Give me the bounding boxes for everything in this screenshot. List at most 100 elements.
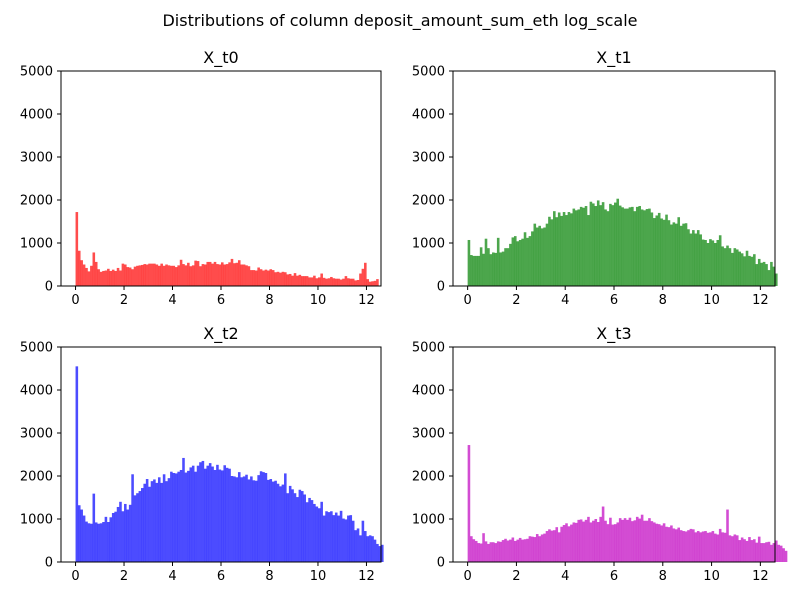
histogram-bar	[99, 271, 103, 286]
histogram-bar	[332, 515, 336, 562]
histogram-bar	[557, 212, 561, 286]
x-tick-label: 10	[703, 569, 720, 584]
histogram-bar	[594, 519, 598, 562]
histogram-bars	[75, 212, 379, 286]
histogram-bar	[731, 252, 734, 286]
histogram-bar	[366, 536, 370, 562]
histogram-bar	[274, 272, 277, 286]
histogram-bar	[240, 477, 243, 562]
histogram-bar	[660, 525, 663, 562]
histogram-bar	[191, 465, 195, 562]
histogram-bar	[760, 262, 763, 286]
histogram-bar	[368, 281, 372, 286]
histogram-bar	[235, 477, 239, 562]
histogram-bar	[614, 524, 617, 562]
histogram-bar	[531, 231, 534, 286]
histogram-bar	[631, 206, 634, 286]
histogram-bar	[148, 263, 151, 286]
histogram-bar	[479, 543, 483, 562]
histogram-bar	[474, 540, 478, 562]
histogram-bar	[728, 248, 732, 286]
histogram-bar	[237, 260, 241, 286]
histogram-bar	[259, 471, 263, 562]
histogram-bar	[303, 494, 306, 562]
histogram-bar	[308, 497, 311, 562]
histogram-bar	[484, 541, 488, 562]
histogram-bar	[645, 209, 649, 286]
histogram-bar	[157, 477, 161, 562]
y-tick-label: 0	[437, 556, 445, 571]
histogram-bar	[604, 520, 607, 562]
histogram-bar	[252, 270, 256, 286]
histogram-bar	[640, 514, 644, 562]
histogram-bar	[145, 264, 149, 286]
histogram-bar	[339, 279, 343, 286]
histogram-bar	[648, 518, 651, 562]
histogram-bar	[750, 256, 754, 286]
histogram-bar	[337, 278, 340, 286]
histogram-bar	[499, 541, 502, 562]
histogram-bar	[237, 472, 241, 562]
histogram-bar	[97, 269, 100, 286]
histogram-bar	[748, 255, 751, 286]
histogram-bar	[99, 523, 103, 562]
histogram-bar	[174, 473, 178, 562]
histogram-bar	[545, 531, 549, 562]
histogram-bar	[228, 262, 231, 286]
histogram-bar	[366, 279, 370, 286]
histogram-bar	[315, 506, 319, 562]
histogram-bar	[141, 488, 144, 562]
histogram-bar	[250, 270, 253, 286]
histogram-bar	[731, 536, 734, 562]
panel-x-t0: 0 2 4 6 8 10 12 0 1000 2000 3000 4000 5000 X_t0	[20, 48, 382, 308]
histogram-bar	[650, 212, 654, 286]
histogram-bar	[172, 265, 176, 286]
histogram-bar	[269, 479, 273, 562]
histogram-bar	[87, 523, 91, 562]
y-tick-label: 1000	[412, 513, 445, 528]
histogram-bar	[560, 526, 563, 562]
histogram-bar	[332, 278, 336, 286]
x-tick-label: 8	[265, 293, 273, 308]
histogram-bar	[213, 469, 217, 562]
histogram-bar	[247, 479, 251, 562]
histogram-bar	[187, 262, 190, 286]
histogram-bar	[211, 466, 214, 562]
histogram-bar	[511, 537, 515, 562]
histogram-bar	[92, 252, 96, 286]
histogram-bar	[179, 469, 183, 562]
x-tick-label: 2	[120, 293, 128, 308]
histogram-bar	[587, 215, 590, 286]
histogram-bar	[189, 467, 193, 562]
histogram-bar	[136, 493, 139, 562]
histogram-bar	[718, 528, 722, 562]
histogram-bar	[276, 483, 280, 562]
histogram-bar	[75, 366, 79, 562]
histogram-bar	[153, 479, 156, 562]
histogram-bar	[218, 264, 222, 286]
histogram-bar	[153, 263, 156, 286]
histogram-bar	[330, 511, 333, 562]
histogram-bar	[225, 264, 229, 286]
histogram-bar	[143, 264, 146, 286]
histogram-bar	[334, 512, 338, 562]
histogram-bar	[359, 535, 362, 562]
histogram-bar	[75, 212, 79, 286]
histogram-bar	[723, 248, 727, 286]
histogram-bar	[301, 276, 304, 286]
x-tick-label: 4	[561, 569, 569, 584]
histogram-bar	[531, 536, 534, 562]
histogram-bars	[75, 366, 384, 562]
histogram-bar	[506, 248, 510, 286]
histogram-bar	[765, 264, 768, 286]
histogram-bar	[565, 215, 568, 286]
histogram-bar	[672, 528, 676, 562]
histogram-bar	[540, 228, 544, 286]
x-tick-label: 2	[512, 293, 520, 308]
histogram-bar	[655, 215, 659, 286]
y-tick-label: 1000	[20, 513, 53, 528]
histogram-bar	[706, 243, 710, 286]
histogram-bar	[533, 223, 537, 286]
histogram-bar	[726, 509, 729, 562]
histogram-bar	[177, 265, 180, 286]
